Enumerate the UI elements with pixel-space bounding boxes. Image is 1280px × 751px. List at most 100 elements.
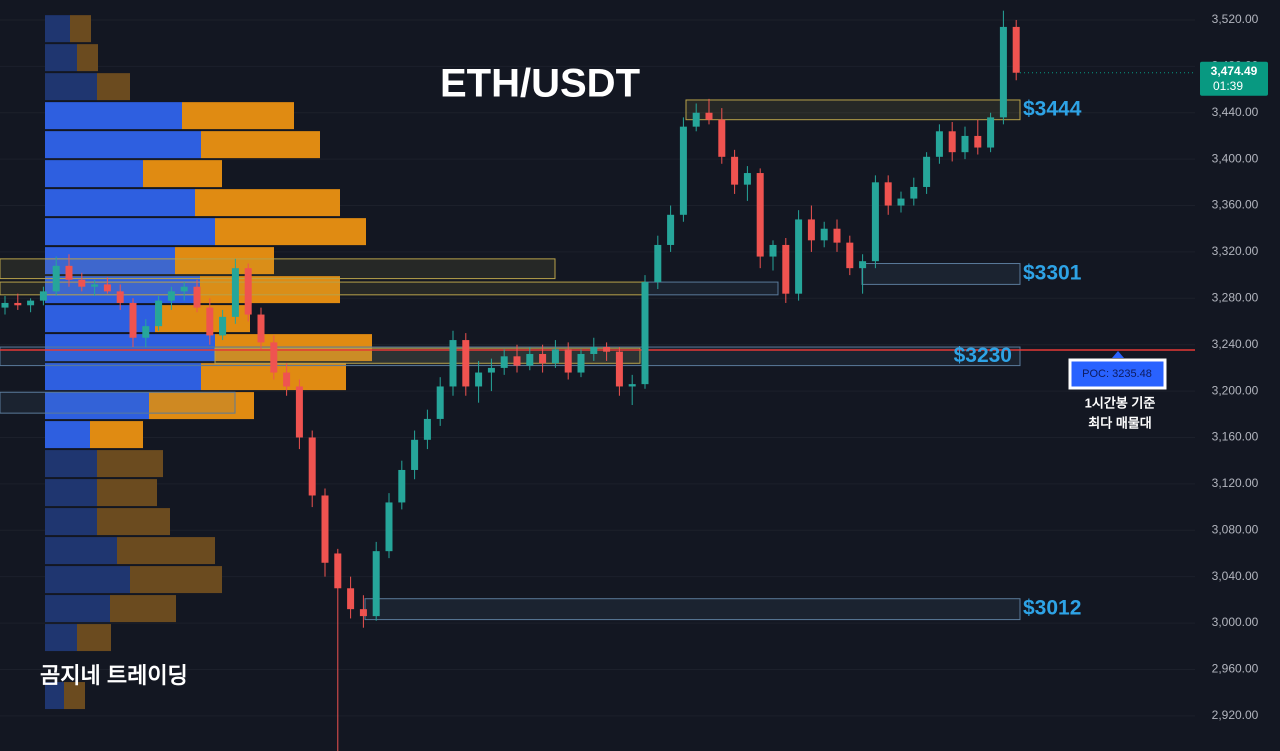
zone [0,258,556,280]
profile-sell-bar [149,392,254,420]
profile-buy-bar [45,218,215,246]
y-tick-label: 3,360.00 [1212,198,1259,212]
candle-body [334,553,342,589]
candle-body [641,282,649,385]
candle-body [449,340,457,387]
profile-buy-bar [45,566,130,594]
candle-body [795,219,803,294]
zone [861,263,1021,285]
profile-buy-bar [45,682,64,710]
profile-sell-bar [201,131,320,159]
profile-buy-bar [45,624,77,652]
profile-buy-bar [45,479,97,507]
candle-body [577,353,585,373]
profile-buy-bar [45,392,149,420]
candle-body [270,342,278,373]
y-tick-label: 2,920.00 [1212,708,1259,722]
profile-buy-bar [45,421,90,449]
price-axis: 2,920.00 2,960.00 3,000.00 3,040.00 3,080.00… [1200,12,1268,722]
profile-buy-bar [45,189,195,217]
y-tick-label: 3,400.00 [1212,151,1259,165]
y-tick-label: 3,080.00 [1212,522,1259,536]
profile-sell-bar [130,566,222,594]
candle-body [987,117,995,148]
profile-buy-bar [45,595,110,623]
candle-body [411,439,419,470]
candle-body [718,119,726,157]
zone [214,347,641,364]
y-tick-label: 3,120.00 [1212,476,1259,490]
candle-body [692,112,700,127]
y-tick-label: 2,960.00 [1212,662,1259,676]
candle-body [219,316,227,336]
candle-body [654,244,662,283]
candle-body [807,219,815,241]
zone-label: $3230 [954,344,1012,367]
profile-buy-bar [45,537,117,565]
candle-body [513,356,521,366]
candle-body [820,228,828,241]
profile-buy-bar [45,160,143,188]
countdown: 01:39 [1213,79,1243,93]
profile-sell-bar [77,44,98,72]
candle-body [935,131,943,157]
candle-body [782,244,790,294]
profile-sell-bar [117,537,215,565]
poc-box [1068,358,1167,390]
candle-body [372,551,380,617]
candle-body [257,314,265,343]
candle-body [14,302,22,306]
zone [0,281,646,296]
candle-body [974,135,982,148]
last-price-label: 3,474.49 [1211,64,1258,78]
candle-body [78,279,86,287]
profile-sell-bar [110,595,176,623]
profile-buy-bar [45,450,97,478]
candle-body [308,437,316,496]
candle-body [193,286,201,308]
y-tick-label: 3,200.00 [1212,383,1259,397]
poc-note: 최다 매물대 [1088,415,1151,430]
candle-body [129,302,137,338]
watermark: 곰지네 트레이딩 [40,663,188,688]
zone [0,391,236,414]
candle-body [436,386,444,419]
candle-body [615,351,623,387]
poc-label: POC: 3235.48 [1082,368,1152,380]
y-tick-label: 3,240.00 [1212,337,1259,351]
candle-body [500,356,508,368]
candle-body [897,198,905,206]
candle-body [1,302,9,308]
candle-body [910,186,918,199]
candle-body [1012,26,1020,73]
candle-body [526,353,534,366]
profile-buy-bar [45,305,155,333]
candle-body [603,347,611,352]
candle-body [167,291,175,301]
profile-buy-bar [45,131,201,159]
candle-body [423,418,431,440]
candle-body [65,265,73,280]
candle-body [756,173,764,257]
candle-body [39,291,47,301]
candle-body [142,326,150,338]
y-tick-label: 3,440.00 [1212,105,1259,119]
candle-body [487,367,495,373]
candle-body [295,386,303,438]
profile-sell-bar [97,450,163,478]
candle-body [948,131,956,153]
candle-body [52,265,60,292]
y-tick-label: 3,160.00 [1212,430,1259,444]
candle-body [347,588,355,610]
profile-sell-bar [182,102,294,130]
profile-sell-bar [200,276,340,304]
candle-body [27,300,35,306]
candle-body [564,349,572,373]
profile-buy-bar [45,73,97,101]
candle-body [833,228,841,243]
zone [685,99,1021,121]
candle-body [359,609,367,617]
candle-body [385,502,393,552]
zone [644,281,779,296]
candle-body [846,242,854,269]
